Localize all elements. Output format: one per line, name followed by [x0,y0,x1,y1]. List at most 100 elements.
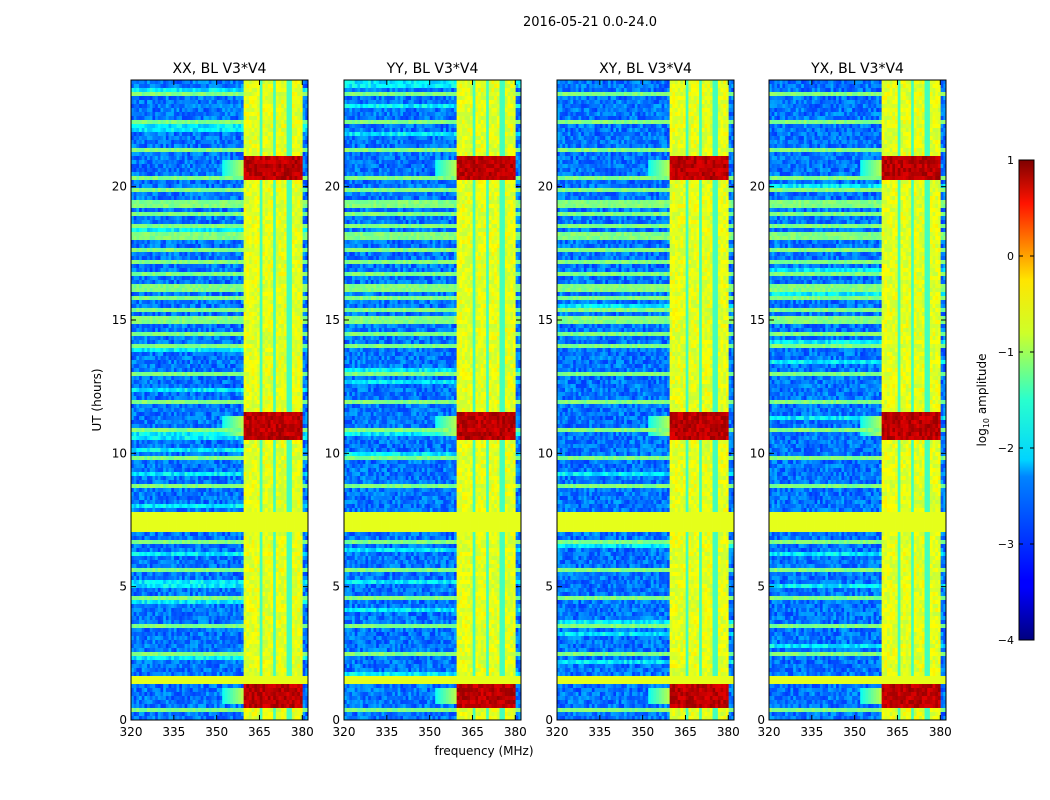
heatmap-cell [169,132,172,136]
heatmap-cell [174,84,177,88]
heatmap-cell [174,136,177,140]
heatmap-cell [222,136,225,140]
heatmap-cell [139,80,142,84]
heatmap-cell [289,112,292,116]
heatmap-cell [257,116,260,120]
heatmap-cell [241,116,244,120]
heatmap-cell [279,108,282,112]
heatmap-cell [300,124,303,128]
heatmap-cell [187,92,190,96]
heatmap-cell [152,104,155,108]
heatmap-cell [201,100,204,104]
heatmap-cell [254,128,257,132]
heatmap-cell [201,136,204,140]
heatmap-cell [166,136,169,140]
heatmap-cell [289,120,292,124]
heatmap-cell [195,116,198,120]
heatmap-cell [163,116,166,120]
heatmap-cell [268,132,271,136]
heatmap-cell [225,108,228,112]
heatmap-cell [166,104,169,108]
heatmap-cell [144,104,147,108]
heatmap-cell [171,100,174,104]
heatmap-cell [297,88,300,92]
heatmap-cell [244,124,247,128]
heatmap-cell [246,136,249,140]
heatmap-cell [190,104,193,108]
heatmap-cell [206,112,209,116]
heatmap-cell [233,116,236,120]
heatmap-cell [276,108,279,112]
heatmap-cell [225,80,228,84]
heatmap-cell [281,136,284,140]
heatmap-cell [198,96,201,100]
heatmap-cell [220,104,223,108]
heatmap-cell [185,132,188,136]
heatmap-cell [209,116,212,120]
heatmap-cell [152,108,155,112]
heatmap-cell [187,124,190,128]
heatmap-cell [276,84,279,88]
heatmap-cell [166,96,169,100]
heatmap-cell [150,124,153,128]
heatmap-cell [169,128,172,132]
heatmap-cell [177,100,180,104]
heatmap-cell [203,96,206,100]
heatmap-cell [273,104,276,108]
heatmap-cell [225,120,228,124]
heatmap-cell [187,108,190,112]
heatmap-cell [292,124,295,128]
heatmap-cell [252,104,255,108]
heatmap-cell [136,92,139,96]
heatmap-cell [185,96,188,100]
heatmap-cell [222,96,225,100]
heatmap-cell [136,88,139,92]
heatmap-cell [260,100,263,104]
heatmap-cell [284,88,287,92]
heatmap-cell [241,112,244,116]
heatmap-cell [209,88,212,92]
heatmap-cell [171,116,174,120]
panels: XX, BL V3*V4320 335 350 365 38005101520YY, B… [112,61,952,739]
heatmap-cell [236,112,239,116]
heatmap-cell [236,96,239,100]
heatmap-cell [152,136,155,140]
heatmap-cell [209,120,212,124]
heatmap-cell [292,92,295,96]
heatmap-cell [230,132,233,136]
heatmap-cell [241,100,244,104]
heatmap-cell [297,92,300,96]
heatmap-cell [279,136,282,140]
heatmap-cell [163,92,166,96]
heatmap-cell [295,124,298,128]
heatmap-cell [279,92,282,96]
heatmap-cell [257,100,260,104]
heatmap-cell [174,120,177,124]
heatmap-cell [158,88,161,92]
heatmap-cell [155,100,158,104]
heatmap-cell [222,104,225,108]
heatmap-cell [225,88,228,92]
heatmap-cell [174,124,177,128]
heatmap-cell [230,96,233,100]
heatmap-cell [244,88,247,92]
heatmap-cell [303,120,306,124]
heatmap-cell [297,108,300,112]
heatmap-cell [287,116,290,120]
heatmap-cell [230,84,233,88]
heatmap-cell [295,132,298,136]
heatmap-cell [198,100,201,104]
heatmap-cell [287,128,290,132]
heatmap-cell [303,124,306,128]
heatmap-cell [187,100,190,104]
heatmap-cell [161,80,164,84]
heatmap-cell [169,120,172,124]
heatmap-cell [276,116,279,120]
heatmap-cell [203,112,206,116]
heatmap-cell [254,104,257,108]
heatmap-cell [297,104,300,108]
heatmap-cell [203,128,206,132]
heatmap-cell [222,92,225,96]
heatmap-cell [233,136,236,140]
heatmap-cell [233,96,236,100]
